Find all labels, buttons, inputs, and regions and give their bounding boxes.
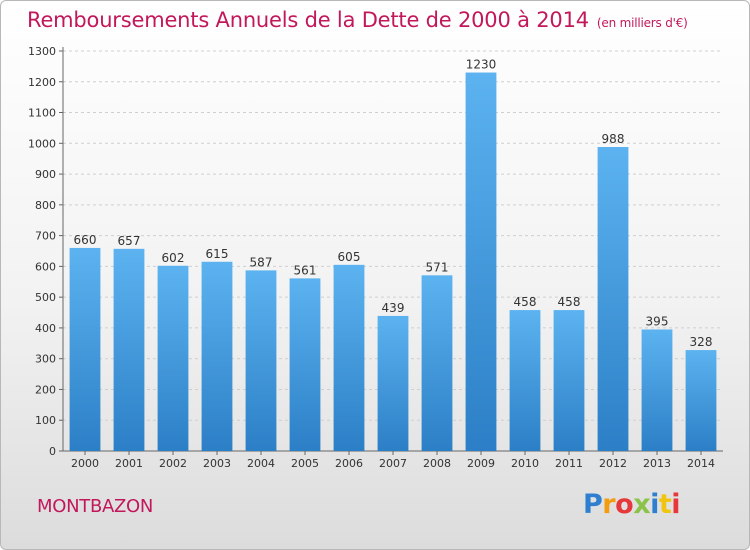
y-tick-label: 1300 xyxy=(28,45,56,58)
bar-2008 xyxy=(421,275,453,451)
bars xyxy=(69,72,717,452)
x-tick-label: 2000 xyxy=(71,457,99,470)
bar-2009 xyxy=(465,72,497,452)
x-tick-label: 2008 xyxy=(423,457,451,470)
y-tick-label: 800 xyxy=(35,199,56,212)
proxiti-logo: Proxiti xyxy=(583,489,681,520)
x-tick-label: 2013 xyxy=(643,457,671,470)
x-tick-label: 2009 xyxy=(467,457,495,470)
x-tick-label: 2011 xyxy=(555,457,583,470)
value-label-2013: 395 xyxy=(646,314,669,328)
bar-2012 xyxy=(597,147,629,451)
value-label-2012: 988 xyxy=(602,132,625,146)
bar-2006 xyxy=(333,264,365,451)
bar-2014 xyxy=(685,350,717,451)
bar-2013 xyxy=(641,329,673,451)
y-tick-label: 600 xyxy=(35,260,56,273)
value-label-2006: 605 xyxy=(338,250,361,264)
y-tick-label: 500 xyxy=(35,291,56,304)
bar-2005 xyxy=(289,278,321,451)
y-tick-label: 700 xyxy=(35,230,56,243)
y-tick-label: 1000 xyxy=(28,137,56,150)
y-tick-label: 300 xyxy=(35,353,56,366)
unit-note: (en milliers d'€) xyxy=(596,16,688,30)
x-tick-label: 2007 xyxy=(379,457,407,470)
bar-2004 xyxy=(245,270,277,451)
bar-2011 xyxy=(553,310,585,451)
x-tick-label: 2010 xyxy=(511,457,539,470)
chart-title: Remboursements Annuels de la Dette de 20… xyxy=(27,8,688,32)
value-label-2002: 602 xyxy=(162,251,185,265)
value-label-2009: 1230 xyxy=(466,58,497,72)
y-tick-label: 100 xyxy=(35,414,56,427)
x-tick-label: 2002 xyxy=(159,457,187,470)
value-label-2008: 571 xyxy=(426,260,449,274)
labels: 0 100 200 300 400 500 600 700 800 900 1000 1100 1200… xyxy=(28,45,715,470)
x-tick-label: 2001 xyxy=(115,457,143,470)
value-label-2007: 439 xyxy=(382,301,405,315)
value-label-2000: 660 xyxy=(74,233,97,247)
value-label-2004: 587 xyxy=(250,255,273,269)
bar-2001 xyxy=(113,248,145,451)
y-tick-label: 0 xyxy=(49,445,56,458)
bar-2003 xyxy=(201,261,233,451)
chart-title-text: Remboursements Annuels de la Dette de 20… xyxy=(27,8,589,32)
x-tick-label: 2006 xyxy=(335,457,363,470)
value-label-2014: 328 xyxy=(690,335,713,349)
y-tick-label: 900 xyxy=(35,168,56,181)
y-tick-label: 1100 xyxy=(28,107,56,120)
x-tick-label: 2014 xyxy=(687,457,715,470)
x-tick-label: 2012 xyxy=(599,457,627,470)
y-tick-label: 1200 xyxy=(28,76,56,89)
commune-name: MONTBAZON xyxy=(37,496,154,517)
value-label-2001: 657 xyxy=(118,234,141,248)
value-label-2010: 458 xyxy=(514,295,537,309)
bar-2002 xyxy=(157,265,189,451)
value-label-2003: 615 xyxy=(206,247,229,261)
value-label-2011: 458 xyxy=(558,295,581,309)
bar-2010 xyxy=(509,310,541,451)
y-tick-label: 200 xyxy=(35,383,56,396)
y-tick-label: 400 xyxy=(35,322,56,335)
value-label-2005: 561 xyxy=(294,263,317,277)
x-tick-label: 2005 xyxy=(291,457,319,470)
bar-2007 xyxy=(377,315,409,451)
x-tick-label: 2004 xyxy=(247,457,275,470)
bar-2000 xyxy=(69,247,101,451)
x-tick-label: 2003 xyxy=(203,457,231,470)
